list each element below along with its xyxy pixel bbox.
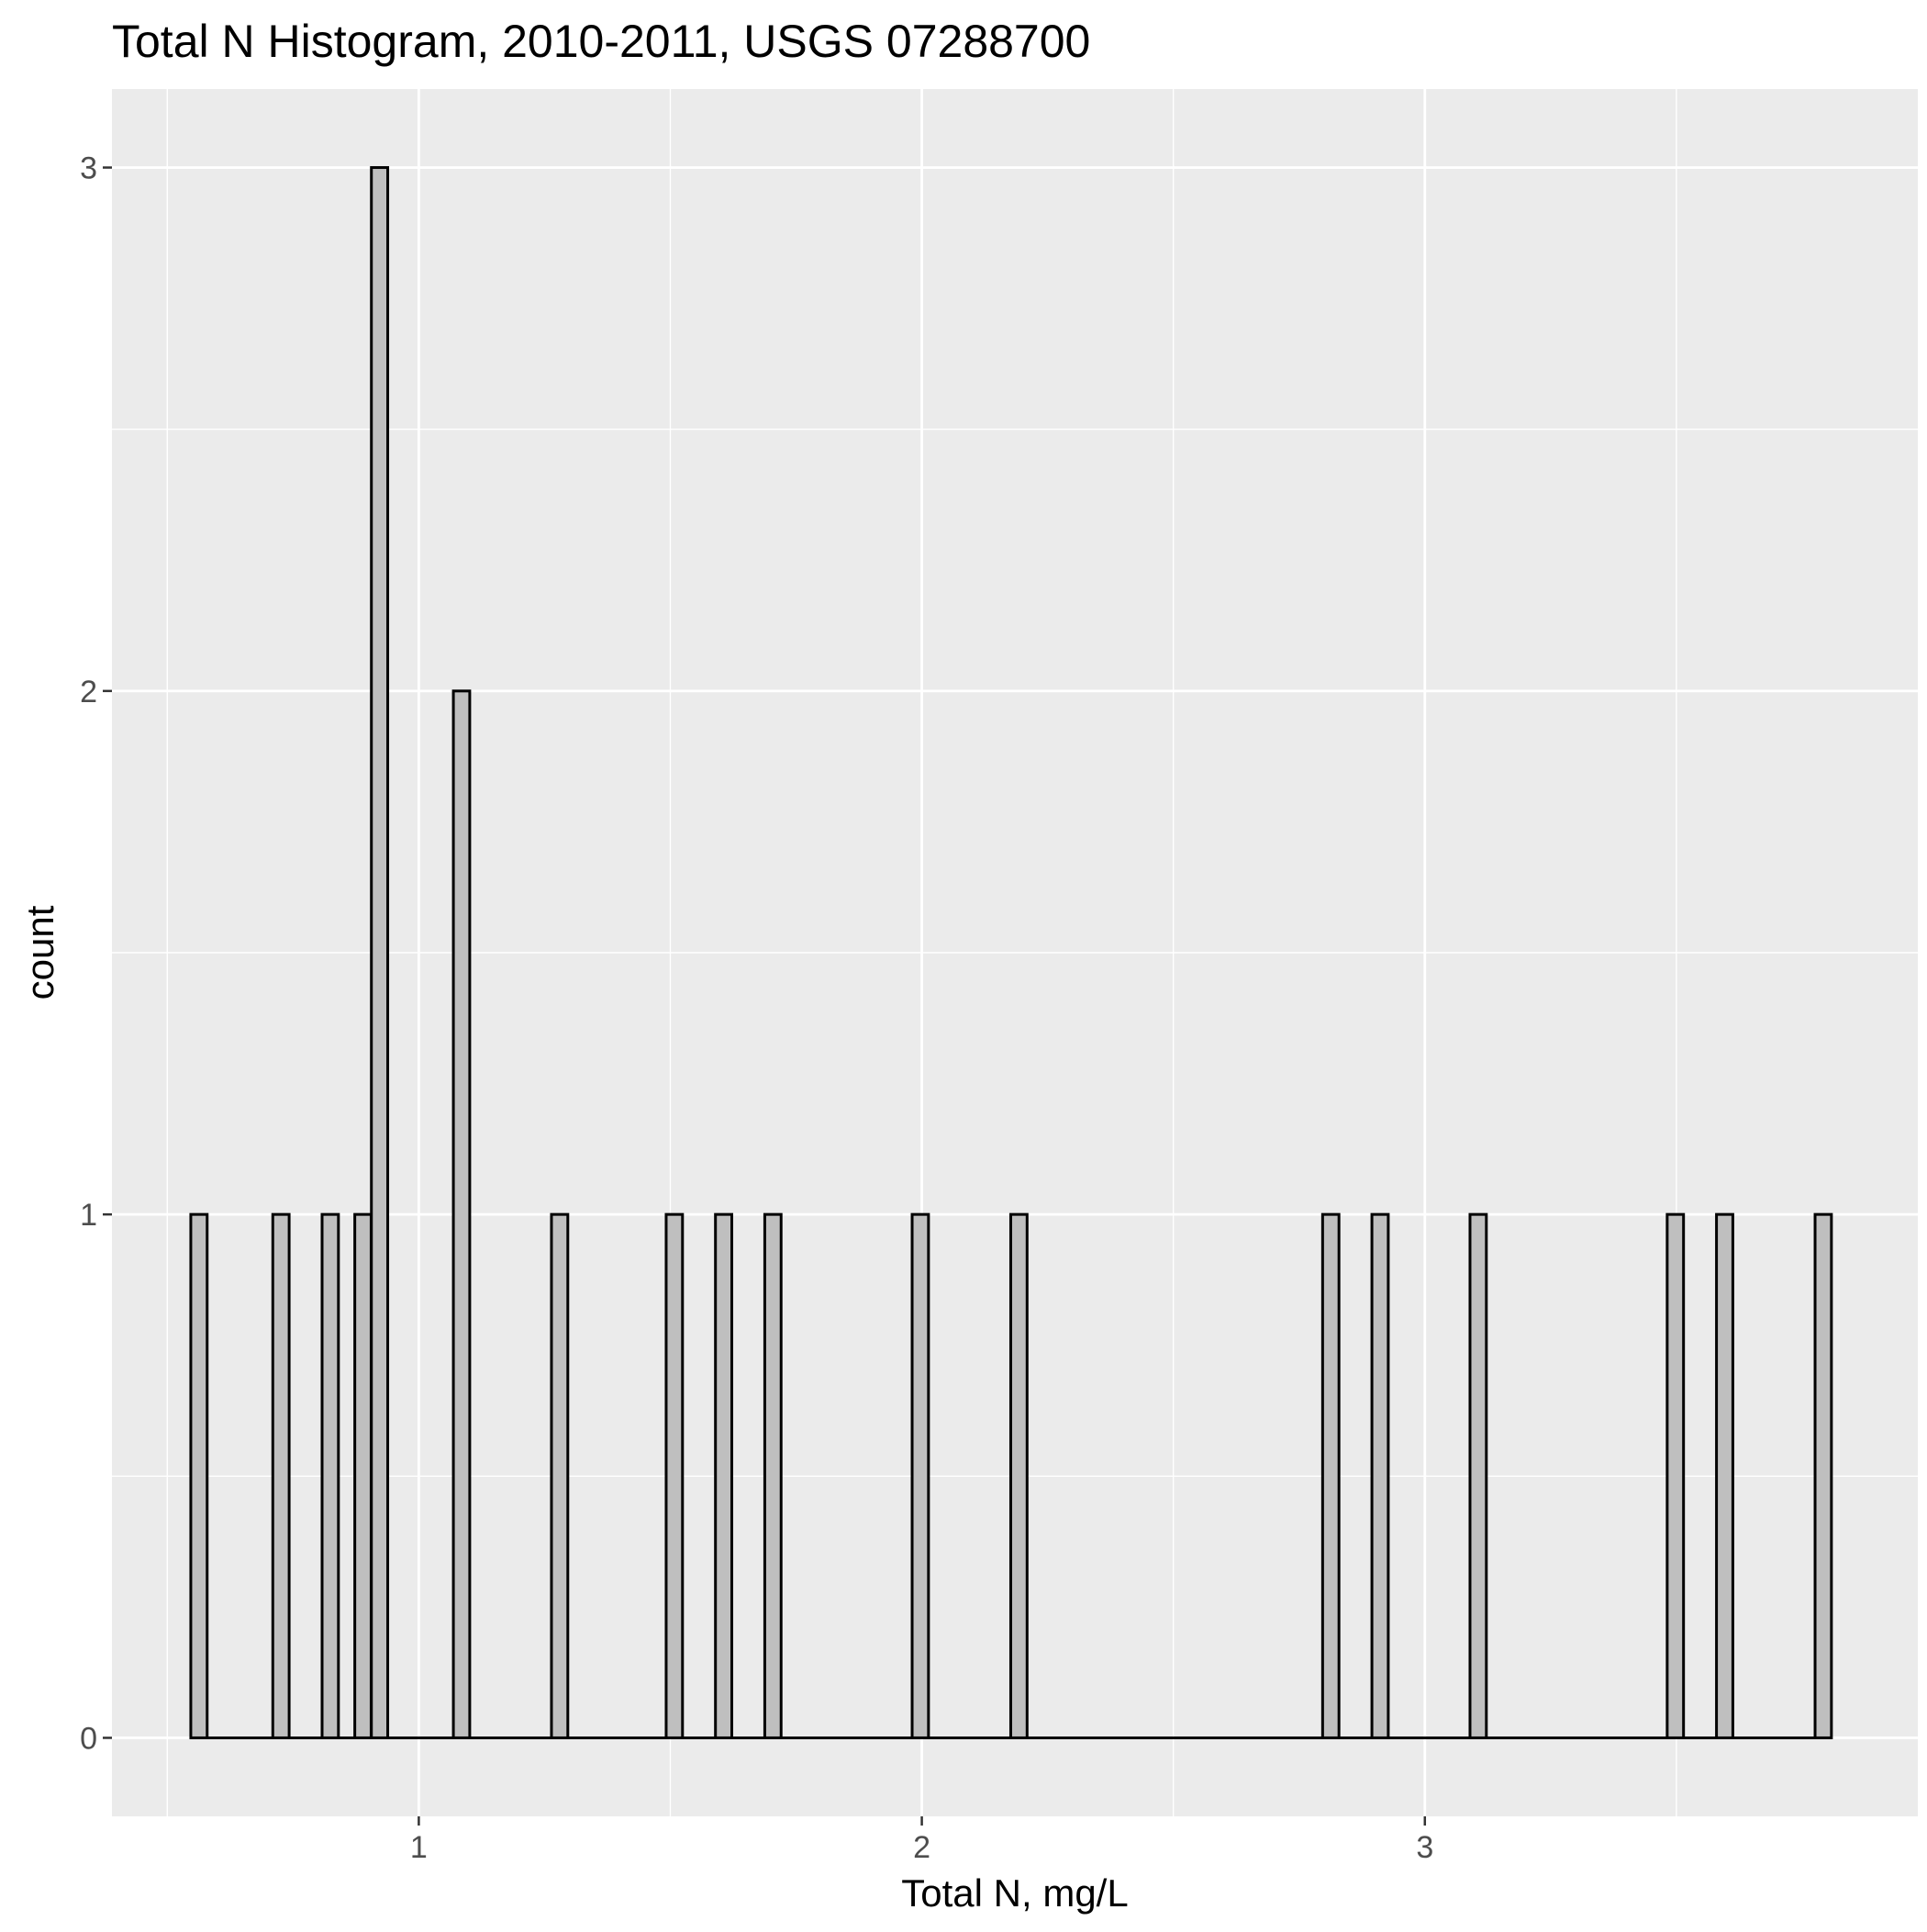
- histogram-bar: [1370, 1212, 1390, 1739]
- histogram-bars: [189, 166, 1833, 1739]
- x-tick-label: 1: [410, 1830, 428, 1865]
- x-tick-label: 2: [913, 1830, 930, 1865]
- y-tick-label: 0: [80, 1721, 97, 1756]
- y-tick-label: 2: [80, 675, 97, 709]
- histogram-bar: [1813, 1212, 1833, 1739]
- histogram-bar: [1008, 1212, 1029, 1739]
- axis-ticks: [103, 166, 1427, 1826]
- histogram-bar: [189, 1212, 209, 1739]
- histogram-bar: [1468, 1212, 1488, 1739]
- histogram-bar: [910, 1212, 930, 1739]
- minor-gridlines: [112, 89, 1918, 1816]
- histogram-bar: [451, 689, 472, 1739]
- histogram-bar: [1715, 1212, 1734, 1739]
- histogram-bar: [271, 1212, 291, 1739]
- histogram-bar: [320, 1212, 340, 1739]
- y-axis-label: count: [18, 905, 61, 1000]
- y-tick-label: 1: [80, 1198, 97, 1233]
- x-axis-label: Total N, mg/L: [901, 1871, 1128, 1915]
- chart-title: Total N Histogram, 2010-2011, USGS 07288…: [112, 16, 1090, 67]
- histogram-bar: [714, 1212, 734, 1739]
- y-tick-label: 3: [80, 151, 97, 186]
- histogram-bar: [664, 1212, 685, 1739]
- histogram-bar: [763, 1212, 783, 1739]
- histogram-bar: [550, 1212, 570, 1739]
- histogram-bar: [370, 166, 390, 1739]
- histogram-bar: [1665, 1212, 1686, 1739]
- histogram-bar: [1320, 1212, 1341, 1739]
- tick-labels: 1 2 3 0 1 2 3: [80, 151, 1433, 1865]
- x-tick-label: 3: [1416, 1830, 1433, 1865]
- histogram-bar: [353, 1212, 373, 1739]
